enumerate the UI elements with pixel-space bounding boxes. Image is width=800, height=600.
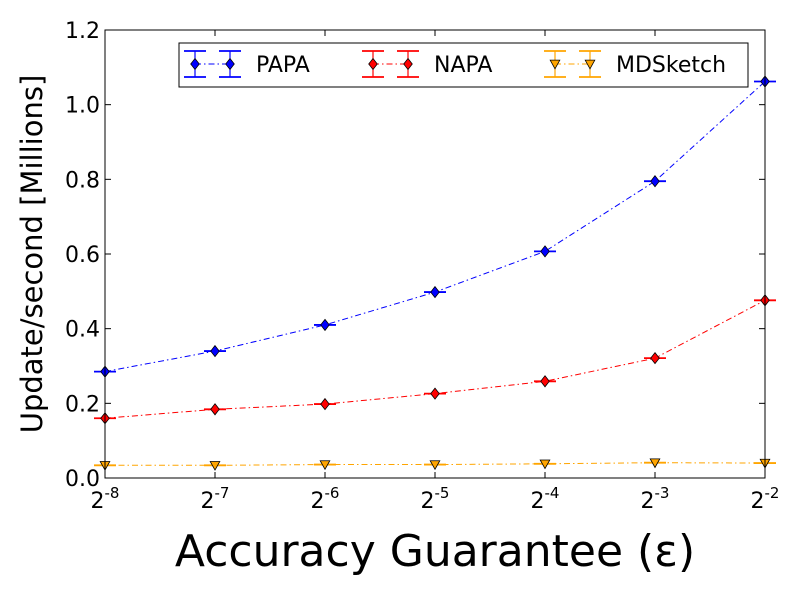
legend-marker-napa (368, 57, 378, 71)
legend-entry-papa: PAPA (184, 50, 310, 78)
legend-marker-papa (225, 57, 235, 71)
data-point-napa (540, 375, 550, 388)
data-point-napa (210, 403, 220, 416)
x-tick-label: 2-8 (91, 484, 120, 514)
x-axis-title: Accuracy Guarantee (ε) (175, 526, 695, 577)
y-tick-label: 0.8 (65, 168, 100, 193)
plot-area (94, 75, 776, 471)
data-point-papa (430, 285, 440, 299)
data-point-napa (320, 397, 330, 411)
data-point-papa (540, 245, 550, 258)
legend-label-papa: PAPA (256, 53, 310, 78)
series-mdsketch (94, 458, 776, 471)
data-point-mdsketch (539, 459, 551, 470)
series-line-papa (104, 81, 766, 373)
legend-marker-napa (403, 57, 413, 71)
x-tick-label: 2-7 (201, 484, 230, 514)
series-line-napa (104, 299, 766, 419)
data-point-napa (650, 352, 660, 365)
data-point-napa (430, 387, 440, 400)
x-tick-label: 2-2 (751, 484, 780, 514)
data-point-papa (210, 344, 220, 358)
x-tick-label: 2-4 (531, 484, 560, 514)
legend-marker-papa (190, 57, 200, 71)
data-point-mdsketch (319, 460, 331, 471)
axis-ticks: 0.0 0.2 0.4 0.6 0.8 1.0 1.2 2-8 2-7 2-6 2-5 2-4 2-3 2… (65, 19, 779, 514)
y-tick-label: 0.4 (65, 318, 100, 343)
y-tick-label: 1.2 (65, 19, 100, 44)
plot-frame (104, 29, 766, 479)
data-point-mdsketch (209, 461, 221, 471)
y-tick-label: 0.2 (65, 392, 100, 417)
y-tick-label: 0.0 (65, 467, 100, 492)
legend-marker-mdsketch (549, 59, 561, 70)
y-tick-label: 1.0 (65, 94, 100, 119)
legend-label-napa: NAPA (434, 53, 492, 78)
series-napa (94, 294, 776, 425)
legend-box (178, 42, 749, 88)
x-tick-label: 2-6 (311, 484, 340, 514)
legend: PAPA NAPA MDSketch (178, 42, 749, 88)
data-point-papa (320, 318, 330, 332)
data-point-mdsketch (429, 460, 441, 471)
y-axis-title: Update/second [Millions] (15, 75, 49, 434)
legend-entry-mdsketch: MDSketch (544, 50, 726, 78)
legend-marker-mdsketch (584, 59, 596, 70)
data-point-mdsketch (649, 458, 661, 469)
legend-entry-napa: NAPA (362, 50, 492, 78)
data-point-papa (650, 175, 660, 188)
x-tick-label: 2-5 (421, 484, 450, 514)
y-tick-label: 0.6 (65, 243, 100, 268)
x-tick-label: 2-3 (641, 484, 670, 514)
legend-label-mdsketch: MDSketch (616, 53, 726, 78)
series-papa (94, 75, 776, 378)
